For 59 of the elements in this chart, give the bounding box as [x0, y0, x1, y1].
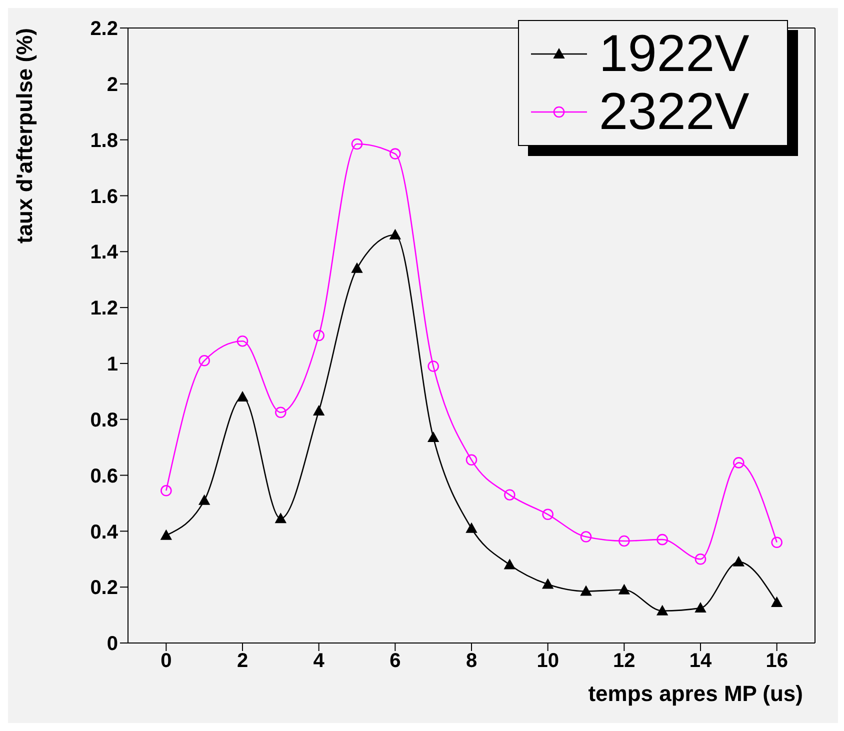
point: [352, 262, 362, 273]
point: [542, 578, 554, 589]
point: [160, 530, 172, 540]
point: [504, 559, 516, 570]
point: [771, 536, 782, 548]
x-tick-label: 10: [536, 650, 559, 672]
point: [236, 335, 248, 347]
point: [695, 602, 706, 613]
y-tick-label: 0.6: [90, 465, 118, 488]
point: [542, 508, 554, 520]
y-tick-label: 1.6: [90, 186, 118, 208]
x-tick-label: 12: [613, 650, 636, 672]
y-tick-label: 0: [106, 633, 118, 656]
x-tick-label: 0: [160, 650, 172, 672]
point: [275, 513, 286, 524]
x-tick-label: 8: [466, 650, 478, 672]
point: [580, 531, 592, 542]
point: [198, 494, 210, 505]
legend-label: 1922V: [599, 25, 750, 83]
x-tick-label: 4: [313, 650, 326, 672]
y-tick-label: 1.4: [90, 242, 119, 264]
point: [466, 522, 477, 533]
y-tick-label: 0.4: [90, 521, 119, 544]
point: [618, 584, 630, 594]
y-tick-label: 2: [106, 74, 118, 96]
point: [656, 534, 668, 546]
point: [656, 605, 668, 616]
point: [428, 432, 439, 442]
point: [390, 229, 401, 240]
legend-label: 2322V: [599, 83, 750, 141]
point: [160, 485, 172, 496]
y-tick-label: 2.2: [90, 18, 118, 40]
y-tick-label: 1.8: [90, 130, 118, 152]
y-axis-title: taux d'afterpulse (%): [12, 28, 37, 244]
point: [428, 360, 439, 372]
point: [466, 454, 478, 466]
x-axis-title: temps apres MP (us): [588, 681, 803, 706]
point: [618, 535, 630, 547]
x-tick-label: 6: [390, 650, 401, 672]
point: [198, 355, 210, 366]
point: [694, 553, 706, 565]
x-tick-label: 16: [766, 650, 788, 672]
point: [313, 330, 324, 342]
point: [733, 556, 744, 566]
y-tick-label: 1.2: [90, 298, 118, 320]
point: [733, 457, 744, 468]
x-tick-label: 2: [236, 650, 248, 672]
y-tick-label: 0.2: [90, 577, 118, 600]
x-tick-label: 14: [689, 650, 712, 672]
point: [504, 489, 516, 500]
point: [275, 406, 286, 418]
y-tick-label: 1: [106, 354, 118, 376]
point: [313, 405, 324, 416]
point: [580, 586, 592, 596]
point: [390, 148, 401, 160]
y-tick-label: 0.8: [90, 409, 118, 432]
point: [351, 138, 363, 150]
point: [771, 596, 782, 607]
point: [237, 392, 248, 402]
